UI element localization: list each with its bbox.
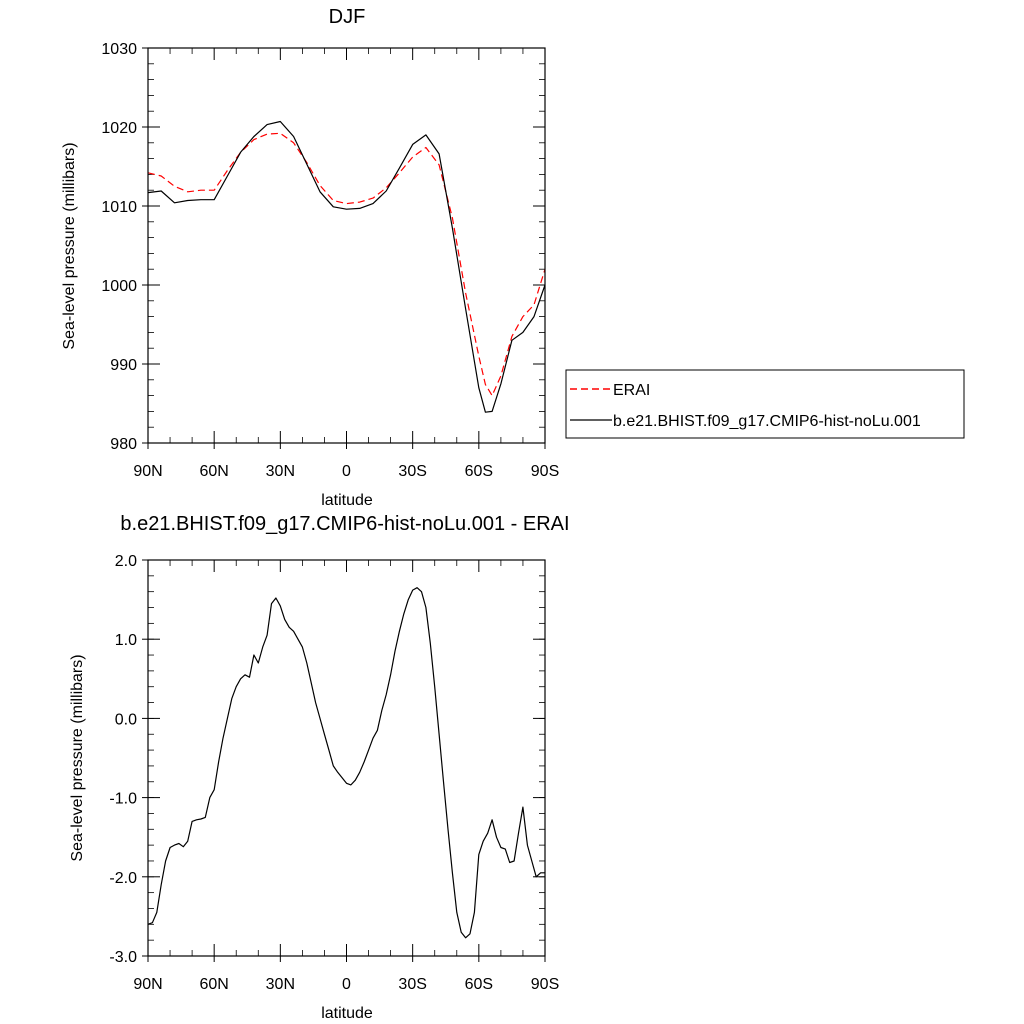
bottom-x-tick-label: 90N (133, 976, 162, 993)
top-plot-frame (147, 47, 546, 444)
bottom-plot-frame (147, 559, 546, 957)
bottom-axis-ticks: -3.0 -2.0 -1.0 0.0 1.0 2.0 90N 60N 30N 0 30S 60S 90S (109, 553, 559, 993)
bottom-chart-title: b.e21.BHIST.f09_g17.CMIP6-hist-noLu.001 … (120, 513, 569, 535)
bottom-panel: b.e21.BHIST.f09_g17.CMIP6-hist-noLu.001 … (69, 513, 570, 1022)
bottom-series-line-0 (147, 587, 545, 939)
top-series-line-0 (147, 132, 546, 397)
bottom-y-tick-label: 0.0 (115, 711, 137, 728)
top-x-tick-label: 90S (531, 463, 559, 480)
top-x-tick-label: 60N (199, 463, 228, 480)
bottom-x-tick-label: 60N (199, 976, 228, 993)
top-x-tick-label: 90N (133, 463, 162, 480)
top-x-tick-label: 60S (465, 463, 493, 480)
bottom-x-tick-label: 60S (465, 976, 493, 993)
top-y-tick-label: 1000 (101, 278, 137, 295)
top-axis-ticks: 980 990 1000 1010 1020 1030 90N 60N 30N 0 30S 60S 90… (101, 41, 559, 480)
bottom-y-axis-label: Sea-level pressure (millibars) (69, 654, 86, 861)
legend-box (565, 369, 965, 439)
bottom-x-tick-label: 90S (531, 976, 559, 993)
legend-label-erai: ERAI (613, 382, 650, 399)
legend: ERAI b.e21.BHIST.f09_g17.CMIP6-hist-noLu… (565, 369, 965, 439)
legend-label-model: b.e21.BHIST.f09_g17.CMIP6-hist-noLu.001 (613, 413, 921, 430)
top-x-axis-label: latitude (321, 492, 373, 509)
bottom-x-tick-label: 0 (342, 976, 351, 993)
bottom-x-tick-label: 30S (398, 976, 426, 993)
bottom-y-tick-label: -2.0 (109, 870, 137, 887)
top-y-tick-label: 980 (110, 436, 137, 453)
top-series-line-1 (147, 120, 546, 413)
top-y-tick-label: 990 (110, 357, 137, 374)
top-y-axis-label: Sea-level pressure (millibars) (61, 142, 78, 349)
top-x-tick-label: 0 (342, 463, 351, 480)
top-plot-lines (147, 120, 546, 413)
top-y-tick-label: 1010 (101, 199, 137, 216)
bottom-y-tick-label: -1.0 (109, 791, 137, 808)
top-x-tick-label: 30S (398, 463, 426, 480)
top-x-tick-label: 30N (266, 463, 295, 480)
top-y-tick-label: 1030 (101, 41, 137, 58)
top-y-tick-label: 1020 (101, 120, 137, 137)
bottom-x-tick-label: 30N (266, 976, 295, 993)
bottom-y-tick-label: -3.0 (109, 949, 137, 966)
bottom-y-tick-label: 2.0 (115, 553, 137, 570)
bottom-plot-lines (147, 587, 545, 939)
bottom-x-axis-label: latitude (321, 1005, 373, 1022)
top-chart-title: DJF (329, 6, 366, 28)
bottom-y-tick-label: 1.0 (115, 632, 137, 649)
top-panel: DJF latitude Sea-level pressure (milliba… (61, 6, 559, 509)
